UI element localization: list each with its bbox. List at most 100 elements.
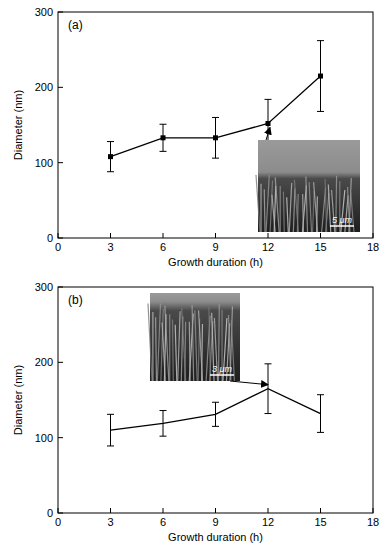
y-tick-label: 200	[35, 81, 53, 93]
x-tick-label: 9	[212, 516, 218, 528]
x-tick-label: 12	[262, 241, 274, 253]
inset-texture	[275, 177, 279, 232]
inset-image	[258, 140, 360, 232]
error-bar	[317, 395, 324, 433]
x-tick	[268, 233, 269, 238]
data-point	[318, 74, 323, 79]
y-tick	[58, 437, 63, 438]
x-tick-label: 3	[107, 241, 113, 253]
x-tick	[268, 508, 269, 513]
inset-texture	[256, 175, 260, 232]
x-tick-label: 12	[262, 516, 274, 528]
y-axis-label: Diameter (nm)	[12, 90, 24, 160]
inset: 5 μm	[256, 140, 360, 232]
x-tick-label: 15	[314, 241, 326, 253]
y-tick-label: 300	[35, 6, 53, 18]
x-tick	[163, 233, 164, 238]
inset-texture	[152, 312, 153, 381]
x-tick	[110, 508, 111, 513]
data-point	[213, 135, 218, 140]
panel: 03691215180100200300Growth duration (h)D…	[12, 281, 379, 543]
inset-image	[150, 293, 240, 381]
inset-texture	[313, 191, 315, 232]
inset: 3 μm	[148, 293, 240, 381]
inset-texture	[260, 184, 261, 232]
inset-texture	[165, 306, 169, 381]
error-bar	[212, 402, 219, 426]
x-tick-label: 0	[55, 241, 61, 253]
x-tick	[373, 508, 374, 513]
inset-texture	[287, 197, 289, 232]
panel: 03691215180100200300Growth duration (h)D…	[12, 6, 379, 268]
x-tick	[215, 233, 216, 238]
inset-texture	[325, 179, 327, 232]
inset-texture	[175, 325, 177, 381]
x-tick	[215, 508, 216, 513]
x-tick-label: 15	[314, 516, 326, 528]
inset-texture	[283, 192, 285, 232]
x-tick	[58, 508, 59, 513]
scale-bar	[330, 225, 354, 227]
inset-texture	[209, 307, 211, 381]
inset-texture	[280, 186, 281, 232]
scale-bar	[210, 374, 234, 376]
x-tick	[110, 233, 111, 238]
inset-texture	[309, 182, 311, 232]
inset-texture	[306, 177, 308, 232]
inset-texture	[302, 194, 304, 232]
x-tick-label: 18	[367, 241, 379, 253]
data-point	[161, 135, 166, 140]
error-bar	[265, 364, 272, 414]
x-axis-label: Growth duration (h)	[168, 256, 263, 268]
x-tick	[373, 233, 374, 238]
data-line	[111, 389, 321, 430]
x-tick-label: 6	[160, 241, 166, 253]
error-bar	[317, 41, 324, 112]
inset-texture	[172, 319, 174, 381]
x-tick-label: 3	[107, 516, 113, 528]
inset-texture	[169, 314, 170, 381]
y-tick	[58, 513, 63, 514]
x-tick	[58, 233, 59, 238]
y-tick-label: 0	[47, 507, 53, 519]
plot-frame	[58, 12, 373, 238]
x-tick-label: 0	[55, 516, 61, 528]
y-tick	[58, 87, 63, 88]
y-tick	[58, 362, 63, 363]
y-tick-label: 300	[35, 281, 53, 293]
inset-texture	[264, 189, 266, 232]
y-tick	[58, 162, 63, 163]
data-point	[266, 121, 271, 126]
inset-texture	[189, 322, 191, 381]
y-axis-label: Diameter (nm)	[12, 365, 24, 435]
inset-texture	[294, 180, 298, 232]
inset-texture	[293, 188, 295, 232]
panel-label: (b)	[68, 293, 83, 307]
inset-texture	[314, 182, 318, 232]
inset-arrow	[266, 127, 270, 140]
inset-texture	[155, 317, 157, 381]
x-axis-label: Growth duration (h)	[168, 531, 263, 543]
inset-texture	[328, 184, 330, 232]
x-tick-label: 18	[367, 516, 379, 528]
inset-texture	[348, 187, 350, 232]
inset-texture	[266, 175, 269, 232]
y-tick-label: 100	[35, 432, 53, 444]
y-tick	[58, 238, 63, 239]
inset-texture	[178, 311, 180, 381]
x-tick	[320, 508, 321, 513]
error-bar	[107, 142, 114, 172]
scale-bar-label: 5 μm	[332, 215, 352, 225]
inset-texture	[270, 181, 272, 232]
inset-texture	[199, 310, 203, 381]
error-bar	[212, 117, 219, 158]
y-tick-label: 200	[35, 356, 53, 368]
inset-texture	[182, 308, 186, 381]
inset-texture	[272, 195, 275, 232]
scale-bar-label: 3 μm	[212, 364, 232, 374]
panel-label: (a)	[68, 18, 83, 32]
y-tick-label: 0	[47, 232, 53, 244]
inset-arrow	[230, 381, 268, 385]
inset-texture	[192, 305, 194, 381]
y-tick	[58, 287, 63, 288]
